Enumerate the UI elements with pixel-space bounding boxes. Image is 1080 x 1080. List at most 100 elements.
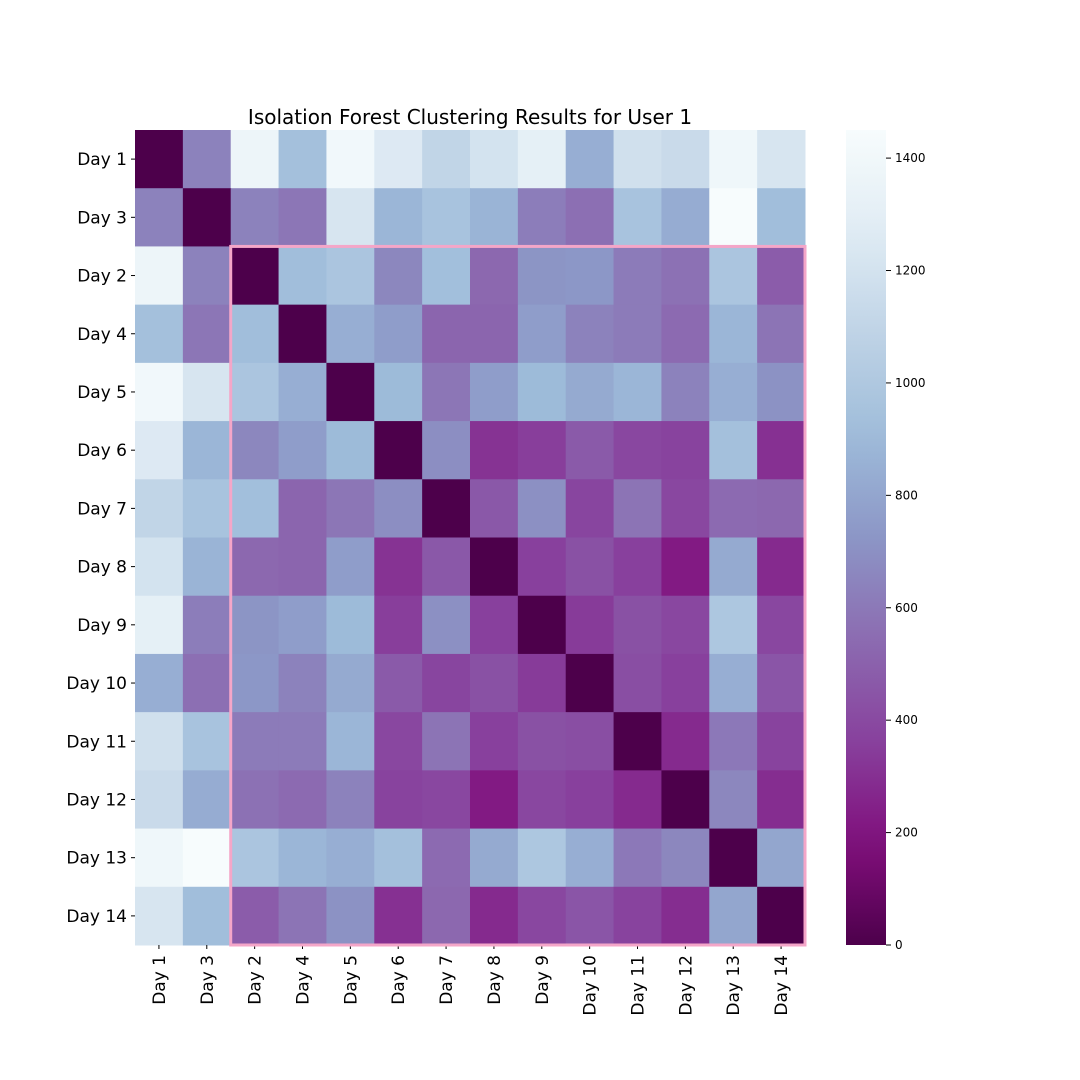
heatmap-cell — [661, 828, 710, 888]
col-tick-label: Day 5 — [341, 955, 361, 1005]
heatmap-cell — [374, 421, 423, 480]
heatmap-cell — [326, 537, 375, 597]
heatmap-cell — [278, 304, 327, 364]
col-labels: Day 1 Day 3 Day 2 Day 4 Day 5 Day 6 Day 7 Day 8… — [150, 945, 792, 1016]
row-tick-label: Day 9 — [77, 616, 127, 636]
heatmap-cell — [661, 246, 710, 306]
colorbar-tick-label: 1200 — [895, 264, 926, 278]
heatmap-cell — [613, 479, 662, 538]
heatmap-cell — [422, 188, 471, 247]
heatmap-cell — [135, 362, 184, 422]
heatmap-cell — [278, 653, 327, 713]
heatmap-cell — [757, 246, 806, 306]
heatmap-cell — [470, 770, 519, 830]
heatmap-cell — [470, 595, 519, 655]
heatmap-cell — [422, 712, 471, 771]
heatmap-cell — [661, 595, 710, 655]
heatmap-cell — [230, 595, 280, 655]
heatmap-cell — [757, 886, 806, 946]
heatmap-cell — [613, 246, 662, 306]
heatmap-cell — [470, 188, 519, 247]
heatmap-cell — [709, 595, 758, 655]
heatmap-cell — [278, 130, 327, 189]
heatmap-cell — [757, 828, 806, 888]
heatmap-cell — [422, 828, 471, 888]
heatmap-cell — [613, 828, 662, 888]
heatmap-cell — [565, 479, 615, 538]
heatmap-cell — [326, 304, 375, 364]
colorbar-tick-label: 1000 — [895, 376, 926, 390]
heatmap-cell — [661, 304, 710, 364]
heatmap-cell — [326, 188, 375, 247]
heatmap-cell — [230, 362, 280, 422]
heatmap-cell — [757, 188, 806, 247]
heatmap-cell — [135, 653, 184, 713]
highlight-box — [229, 244, 807, 947]
heatmap-cell — [135, 304, 184, 364]
heatmap-cell — [470, 246, 519, 306]
heatmap-cell — [422, 595, 471, 655]
heatmap-cell — [135, 246, 184, 306]
heatmap-cell — [613, 712, 662, 771]
heatmap-cell — [517, 362, 567, 422]
row-tick-label: Day 8 — [77, 558, 127, 578]
col-tick-label: Day 11 — [629, 955, 649, 1016]
heatmap-cell — [709, 479, 758, 538]
heatmap-cell — [374, 712, 423, 771]
heatmap-cell — [135, 828, 184, 888]
heatmap-cell — [230, 421, 280, 480]
heatmap-cell — [470, 130, 519, 189]
col-tick-label: Day 13 — [724, 955, 744, 1016]
heatmap-cell — [565, 595, 615, 655]
heatmap-cell — [565, 421, 615, 480]
heatmap-cell — [326, 770, 375, 830]
col-tick-label: Day 7 — [437, 955, 457, 1005]
heatmap-cell — [374, 479, 423, 538]
heatmap-cell — [422, 130, 471, 189]
heatmap-cell — [374, 595, 423, 655]
row-labels: Day 1 Day 3 Day 2 Day 4 Day 5 Day 6 Day 7 Day 8… — [66, 150, 135, 927]
heatmap-cell — [757, 770, 806, 830]
heatmap-cell — [182, 712, 232, 771]
row-tick-label: Day 3 — [77, 208, 127, 228]
heatmap-cell — [661, 130, 710, 189]
heatmap-cell — [709, 828, 758, 888]
heatmap-cell — [135, 421, 184, 480]
heatmap-cell — [517, 130, 567, 189]
col-tick-label: Day 12 — [676, 955, 696, 1016]
row-tick-label: Day 13 — [66, 849, 127, 869]
heatmap-cell — [182, 537, 232, 597]
heatmap-cell — [135, 595, 184, 655]
heatmap-cell — [326, 828, 375, 888]
heatmap-cell — [374, 246, 423, 306]
heatmap-cell — [709, 770, 758, 830]
heatmap-cell — [565, 537, 615, 597]
heatmap-cell — [278, 362, 327, 422]
heatmap-cell — [661, 886, 710, 946]
heatmap-cell — [182, 362, 232, 422]
heatmap-cell — [517, 304, 567, 364]
heatmap-cell — [278, 246, 327, 306]
heatmap-cell — [709, 537, 758, 597]
heatmap-cell — [565, 712, 615, 771]
heatmap-cell — [661, 712, 710, 771]
row-tick-label: Day 2 — [77, 267, 127, 287]
heatmap-cell — [374, 537, 423, 597]
heatmap-cell — [709, 130, 758, 189]
heatmap-cell — [565, 304, 615, 364]
heatmap-cell — [182, 595, 232, 655]
col-tick-label: Day 1 — [150, 955, 170, 1005]
col-tick-label: Day 8 — [485, 955, 505, 1005]
row-tick-label: Day 5 — [77, 383, 127, 403]
heatmap-cell — [757, 537, 806, 597]
heatmap-cell — [470, 304, 519, 364]
heatmap-cell — [135, 130, 184, 189]
heatmap-cell — [565, 886, 615, 946]
heatmap-cell — [709, 362, 758, 422]
heatmap-cell — [374, 886, 423, 946]
heatmap-cell — [230, 537, 280, 597]
heatmap-cell — [517, 770, 567, 830]
heatmap-cell — [709, 421, 758, 480]
colorbar-tick-label: 600 — [895, 601, 918, 615]
heatmap-cell — [757, 712, 806, 771]
